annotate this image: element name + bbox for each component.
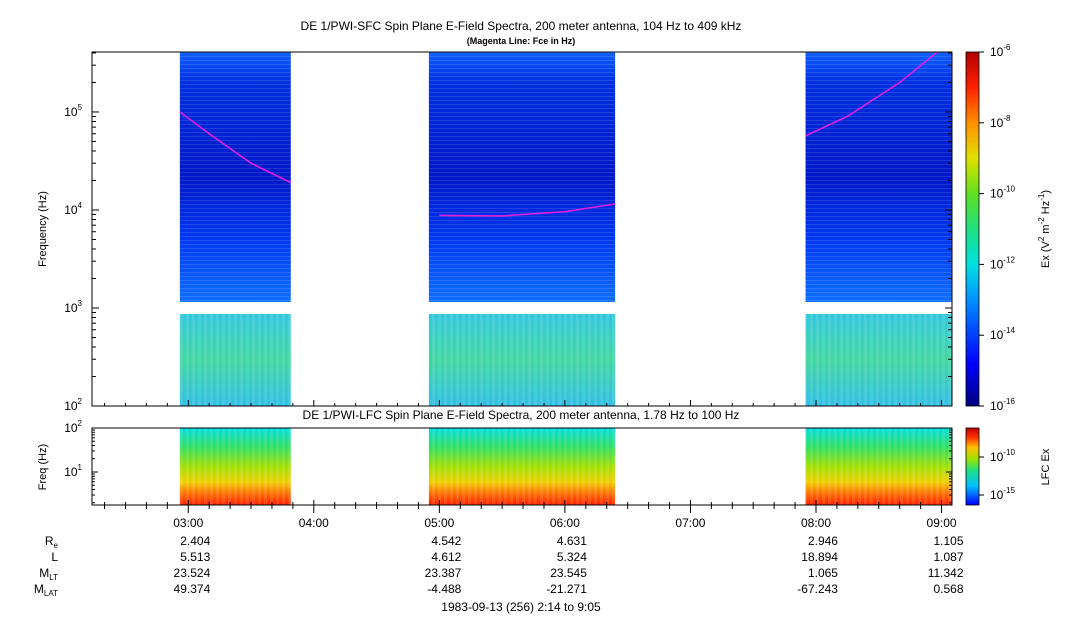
sfc-low-texture xyxy=(428,313,616,406)
ephemeris-value: 18.894 xyxy=(801,550,838,564)
x-tick-label: 08:00 xyxy=(801,516,831,530)
lfc-texture xyxy=(179,428,291,505)
sfc-ylabel: Frequency (Hz) xyxy=(37,191,49,267)
sfc-subtitle: (Magenta Line: Fce in Hz) xyxy=(467,36,576,46)
ephemeris-value: -4.488 xyxy=(427,582,461,596)
lfc-plot-frame xyxy=(91,427,953,506)
sfc-ytick-label: 105 xyxy=(64,103,82,119)
ephemeris-value: 23.545 xyxy=(550,566,587,580)
lfc-spectrogram xyxy=(179,428,952,505)
sfc-cb-tick-label: 10-8 xyxy=(990,114,1011,130)
sfc-cb-tick-label: 10-6 xyxy=(990,43,1011,59)
ephemeris-value: 4.631 xyxy=(557,534,587,548)
ephemeris-row-label: Re xyxy=(45,534,59,550)
x-tick-label: 04:00 xyxy=(299,516,329,530)
x-tick-label: 07:00 xyxy=(675,516,705,530)
lfc-colorbar-label: LFC Ex xyxy=(1040,448,1052,485)
ephemeris-row-label: MLAT xyxy=(34,582,58,598)
lfc-texture xyxy=(428,428,616,505)
ephemeris-value: 1.105 xyxy=(934,534,964,548)
ephemeris-value: 4.542 xyxy=(431,534,461,548)
ephemeris-value: 2.404 xyxy=(180,534,210,548)
ephemeris-value: -21.271 xyxy=(546,582,587,596)
time-axis: 03:00 04:00 05:00 06:00 07:00 08:00 09:00 xyxy=(104,400,957,530)
ephemeris-value: 5.324 xyxy=(557,550,587,564)
sfc-low-texture xyxy=(805,313,952,406)
ephemeris-value: 1.087 xyxy=(934,550,964,564)
lfc-ytick-label: 102 xyxy=(64,419,82,435)
x-tick-label: 05:00 xyxy=(424,516,454,530)
fce-series xyxy=(179,51,938,217)
sfc-ytick-label: 102 xyxy=(64,397,82,413)
fce-line xyxy=(439,203,616,217)
footer-time-range: 1983-09-13 (256) 2:14 to 9:05 xyxy=(441,600,601,614)
ephemeris-row-label: MLT xyxy=(39,566,58,582)
ephemeris-value: -67.243 xyxy=(797,582,838,596)
sfc-high-texture xyxy=(428,52,616,302)
x-tick-label: 06:00 xyxy=(550,516,580,530)
x-tick-label: 09:00 xyxy=(927,516,957,530)
sfc-cb-tick-label: 10-10 xyxy=(990,185,1015,201)
ephemeris-value: 23.524 xyxy=(174,566,211,580)
sfc-high-texture xyxy=(179,52,291,302)
sfc-spectrogram xyxy=(179,52,952,406)
ephemeris-value: 2.946 xyxy=(808,534,838,548)
lfc-colorbar-ticks: 10-10 10-15 xyxy=(979,448,1015,502)
sfc-ytick-label: 104 xyxy=(64,201,82,217)
ephemeris-value: 4.612 xyxy=(431,550,461,564)
lfc-cb-tick-label: 10-10 xyxy=(990,448,1015,464)
lfc-colorbar xyxy=(965,427,980,506)
sfc-high-texture xyxy=(805,52,952,302)
fce-line xyxy=(805,51,938,137)
sfc-low-texture xyxy=(179,313,291,406)
ephemeris-value: 23.387 xyxy=(425,566,462,580)
ephemeris-value: 11.342 xyxy=(928,566,964,580)
sfc-colorbar-label: Ex (V2 m-2 Hz-1) xyxy=(1037,190,1052,268)
ephemeris-value: 49.374 xyxy=(174,582,211,596)
ephemeris-row-label: L xyxy=(51,550,58,564)
sfc-y-axis: 102 103 104 105 xyxy=(64,52,952,413)
fce-line xyxy=(179,111,292,184)
sfc-title: DE 1/PWI-SFC Spin Plane E-Field Spectra,… xyxy=(301,19,742,33)
lfc-ytick-label: 101 xyxy=(64,463,82,479)
sfc-plot-frame xyxy=(91,51,953,407)
ephemeris-value: 1.065 xyxy=(808,566,838,580)
ephemeris-value: 5.513 xyxy=(180,550,210,564)
sfc-colorbar xyxy=(965,51,980,407)
lfc-texture xyxy=(805,428,952,505)
sfc-cb-tick-label: 10-12 xyxy=(990,255,1015,271)
ephemeris-value: 0.568 xyxy=(934,582,964,596)
lfc-title: DE 1/PWI-LFC Spin Plane E-Field Spectra,… xyxy=(303,408,740,422)
ephemeris-table: Re 2.404 4.542 4.631 2.946 1.105 L 5.513 4.612 5.… xyxy=(34,534,964,598)
sfc-colorbar-ticks: 10-6 10-8 10-10 10-12 10-14 10-16 xyxy=(979,43,1015,413)
sfc-cb-tick-label: 10-16 xyxy=(990,397,1015,413)
x-tick-label: 03:00 xyxy=(173,516,203,530)
lfc-ylabel: Freq (Hz) xyxy=(37,444,49,490)
lfc-y-axis: 101 102 xyxy=(64,419,952,504)
sfc-ytick-label: 103 xyxy=(64,299,82,315)
lfc-cb-tick-label: 10-15 xyxy=(990,486,1015,502)
sfc-cb-tick-label: 10-14 xyxy=(990,326,1015,342)
